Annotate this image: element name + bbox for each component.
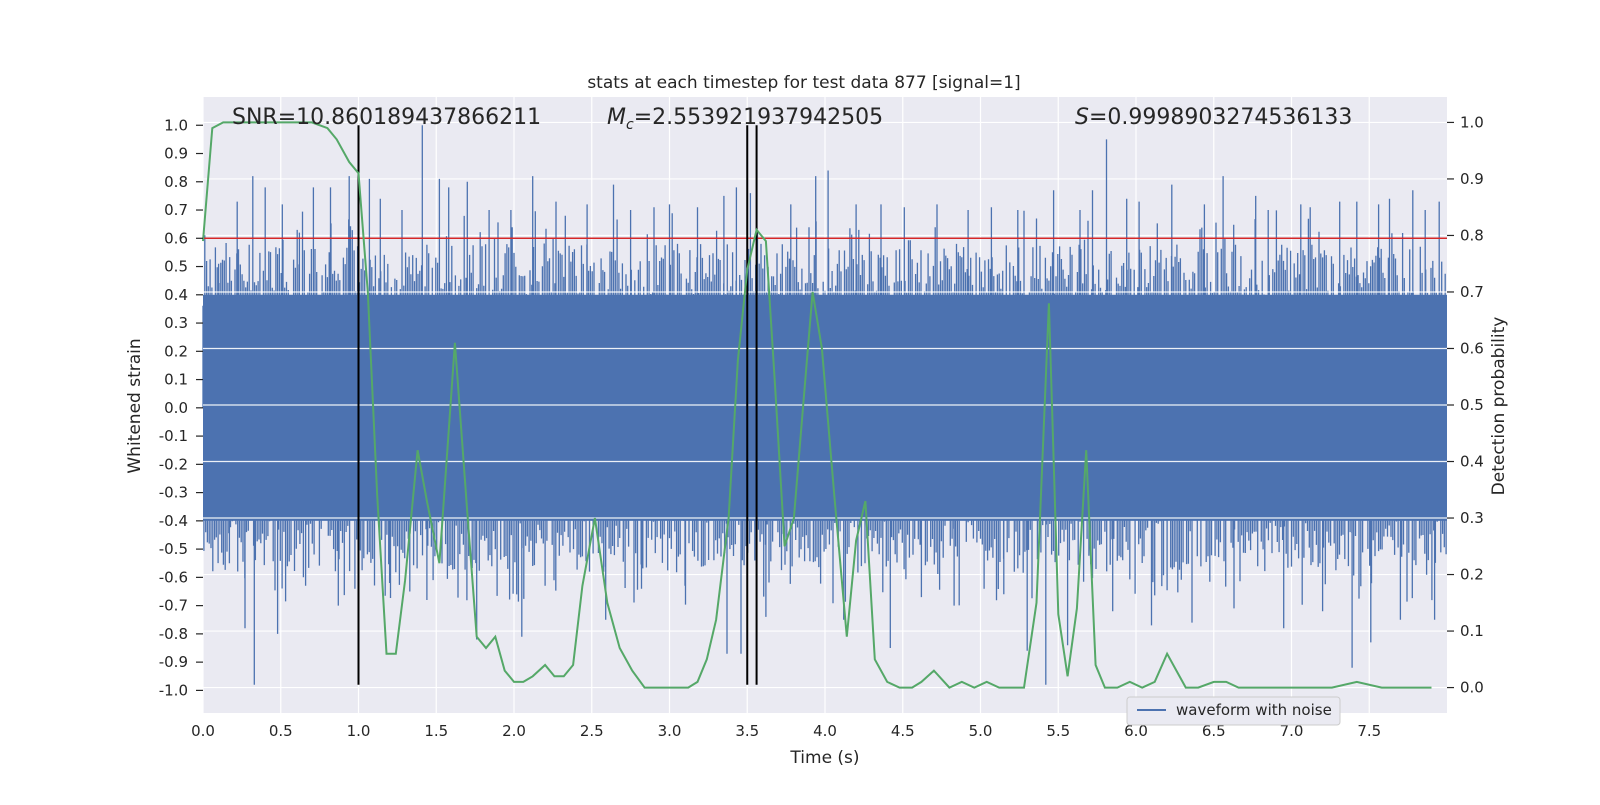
snr-annotation: SNR=10.860189437866211 bbox=[232, 105, 541, 130]
overlays bbox=[203, 125, 1447, 685]
y-right-tick-label: 0.9 bbox=[1460, 170, 1484, 188]
y-right-tick-label: 0.3 bbox=[1460, 509, 1484, 527]
x-tick-label: 7.0 bbox=[1280, 722, 1304, 740]
y-right-tick-label: 0.0 bbox=[1460, 679, 1484, 697]
legend-box bbox=[1126, 696, 1341, 726]
x-tick-label: 2.5 bbox=[580, 722, 604, 740]
y-left-tick-label: -0.6 bbox=[159, 568, 188, 586]
detection-probability-line bbox=[202, 121, 1432, 689]
x-tick-label: 2.0 bbox=[502, 722, 526, 740]
x-tick-label: 1.5 bbox=[424, 722, 448, 740]
y-right-tick-label: 0.4 bbox=[1460, 453, 1484, 471]
x-axis-label: Time (s) bbox=[789, 748, 859, 768]
y-axis-right-ticks: 1.0 0.9 0.8 0.7 0.6 0.5 0.4 0.3 0.2 0.1 0.0 bbox=[1447, 113, 1484, 697]
x-tick-label: 3.0 bbox=[658, 722, 682, 740]
y-left-tick-label: -0.5 bbox=[159, 540, 188, 558]
detection-probability-series bbox=[202, 121, 1432, 689]
legend: waveform with noise bbox=[1126, 696, 1341, 726]
mc-annotation: Mc=2.553921937942505 bbox=[607, 105, 883, 133]
y-left-tick-label: -0.8 bbox=[159, 625, 188, 643]
y-left-tick-label: 0.6 bbox=[164, 229, 188, 247]
y-axis-right-label: Detection probability bbox=[1489, 317, 1509, 496]
x-tick-label: 3.5 bbox=[735, 722, 759, 740]
y-axis-left-label: Whitened strain bbox=[125, 338, 145, 473]
y-right-tick-label: 1.0 bbox=[1460, 113, 1484, 131]
s-annotation: S=0.9998903274536133 bbox=[1075, 105, 1352, 130]
y-axis-left-ticks: 1.0 0.9 0.8 0.7 0.6 0.5 0.4 0.3 0.2 0.1 0.0 -0.1 -0.… bbox=[159, 116, 203, 699]
waveform-core bbox=[203, 294, 1447, 521]
x-tick-label: 5.5 bbox=[1046, 722, 1070, 740]
x-tick-label: 0.0 bbox=[191, 722, 215, 740]
y-left-tick-label: 0.5 bbox=[164, 258, 188, 276]
x-tick-label: 6.0 bbox=[1124, 722, 1148, 740]
x-tick-label: 4.0 bbox=[813, 722, 837, 740]
mc-symbol: M bbox=[607, 105, 626, 130]
x-tick-label: 1.0 bbox=[347, 722, 371, 740]
s-value: =0.9998903274536133 bbox=[1089, 105, 1352, 130]
x-axis-ticks: 0.0 0.5 1.0 1.5 2.0 2.5 3.0 3.5 4.0 4.5 5.0 5.5 6.0 6… bbox=[191, 722, 1381, 740]
y-left-tick-label: 0.3 bbox=[164, 314, 188, 332]
y-left-tick-label: -0.1 bbox=[159, 427, 188, 445]
y-left-tick-label: -0.9 bbox=[159, 653, 188, 671]
y-left-tick-label: 0.0 bbox=[164, 399, 188, 417]
x-tick-label: 6.5 bbox=[1202, 722, 1226, 740]
x-tick-label: 0.5 bbox=[269, 722, 293, 740]
y-left-tick-label: -0.4 bbox=[159, 512, 188, 530]
y-left-tick-label: 0.1 bbox=[164, 371, 188, 389]
y-right-tick-label: 0.1 bbox=[1460, 622, 1484, 640]
y-left-tick-label: 0.7 bbox=[164, 201, 188, 219]
x-tick-label: 5.0 bbox=[969, 722, 993, 740]
y-right-tick-label: 0.5 bbox=[1460, 396, 1484, 414]
y-right-tick-label: 0.6 bbox=[1460, 339, 1484, 357]
legend-label: waveform with noise bbox=[1176, 701, 1332, 719]
y-right-tick-label: 0.7 bbox=[1460, 283, 1484, 301]
y-left-tick-label: 0.4 bbox=[164, 286, 188, 304]
s-symbol: S bbox=[1075, 105, 1089, 130]
mc-subscript: c bbox=[626, 117, 634, 133]
waveform-core-band bbox=[203, 291, 1447, 521]
y-right-tick-label: 0.2 bbox=[1460, 566, 1484, 584]
y-left-tick-label: -0.2 bbox=[159, 455, 188, 473]
y-right-tick-label: 0.8 bbox=[1460, 226, 1484, 244]
y-left-tick-label: 0.9 bbox=[164, 145, 188, 163]
y-left-tick-label: 1.0 bbox=[164, 116, 188, 134]
y-left-tick-label: 0.2 bbox=[164, 342, 188, 360]
chart-title: stats at each timestep for test data 877… bbox=[587, 73, 1020, 93]
y-left-tick-label: -0.7 bbox=[159, 597, 188, 615]
y-left-tick-label: -0.3 bbox=[159, 484, 188, 502]
y-left-tick-label: -1.0 bbox=[159, 681, 188, 699]
y-left-tick-label: 0.8 bbox=[164, 173, 188, 191]
mc-value: =2.553921937942505 bbox=[634, 105, 883, 130]
x-tick-label: 7.5 bbox=[1357, 722, 1381, 740]
x-tick-label: 4.5 bbox=[891, 722, 915, 740]
